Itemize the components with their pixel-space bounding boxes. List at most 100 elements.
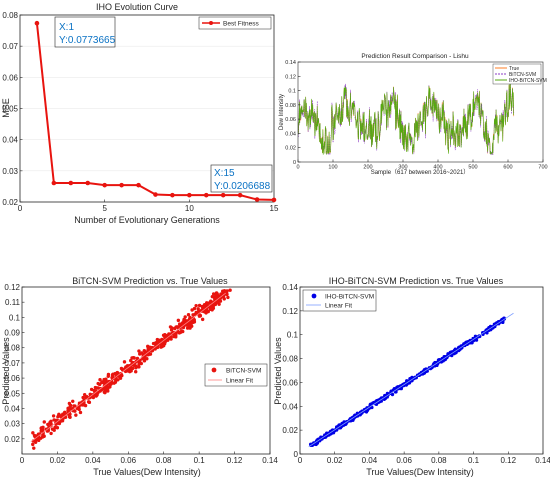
chart1-point	[85, 180, 91, 186]
scatter-point	[176, 329, 180, 334]
chart1-point	[68, 180, 74, 186]
chart2-xtick-label: 200	[363, 165, 372, 171]
scatter-point	[177, 322, 182, 326]
scatter-point	[137, 359, 142, 364]
scatter-point	[81, 395, 85, 400]
scatter-point	[32, 446, 36, 450]
scatter-point	[155, 340, 160, 344]
scatter-point	[106, 374, 110, 379]
chart3-xtick-label: 0.12	[227, 456, 243, 465]
chart3-plot-area	[21, 286, 271, 455]
chart3-xlabel: True Values(Dew Intensity)	[93, 467, 201, 477]
chart4-xtick-label: 0.08	[431, 456, 447, 465]
chart3-xtick-label: 0.06	[120, 456, 136, 465]
scatter-point	[39, 426, 44, 430]
chart3-ytick-label: 0.02	[4, 435, 20, 444]
scatter-point	[31, 431, 35, 435]
scatter-point	[118, 376, 123, 380]
scatter-point	[169, 335, 173, 339]
chart4-ytick-label: 0.1	[287, 331, 299, 340]
scatter-point	[49, 419, 53, 424]
datatip-x: X:15	[214, 168, 235, 179]
scatter-point	[49, 431, 53, 436]
scatter-point	[211, 302, 216, 307]
chart3-legend-swatch-points	[211, 367, 217, 373]
chart2-ytick-label: 0.12	[285, 74, 296, 80]
scatter-point	[501, 320, 505, 325]
chart1-ytick-label: 0.03	[2, 167, 18, 176]
chart1-ylabel: MSE	[1, 98, 11, 118]
scatter-point	[210, 308, 214, 312]
scatter-point	[200, 317, 205, 322]
scatter-point	[435, 363, 439, 368]
chart3-xtick-label: 0.08	[156, 456, 172, 465]
scatter-point	[86, 400, 91, 404]
chart4-ytick-label: 0.08	[282, 355, 298, 364]
chart3-ytick-label: 0.07	[4, 359, 20, 368]
chart4-ytick-label: 0.04	[282, 402, 298, 411]
scatter-point	[169, 328, 174, 332]
chart3-ytick-label: 0.08	[4, 344, 20, 353]
chart1-xtick-label: 15	[270, 204, 279, 213]
scatter-point	[96, 386, 100, 390]
scatter-point	[110, 377, 115, 381]
chart2-title: Prediction Result Comparison - Lishu	[361, 53, 469, 60]
chart4-legend-fit: Linear Fit	[325, 303, 352, 310]
datatip-box	[54, 16, 116, 48]
chart2-legend-box	[492, 63, 542, 85]
chart4-xtick-label: 0.06	[396, 456, 412, 465]
chart2-xlabel: Sample（617 between 2016~2021）	[371, 169, 470, 176]
chart4-ytick-label: 0.14	[282, 283, 298, 292]
scatter-point	[67, 401, 72, 406]
chart1-point	[34, 20, 40, 26]
scatter-point	[52, 418, 56, 422]
chart2-ytick-label: 0.06	[285, 117, 296, 123]
chart2-xtick-label: 300	[398, 165, 407, 171]
chart1-point	[187, 192, 192, 198]
scatter-point	[68, 415, 72, 419]
chart1-point	[220, 192, 226, 198]
chart-iho-bitcn-scatter: IHO-BiTCN-SVM Prediction vs. True Values…	[273, 276, 550, 477]
scatter-point	[42, 420, 46, 424]
scatter-point	[183, 315, 187, 319]
chart3-title: BiTCN-SVM Prediction vs. True Values	[72, 276, 228, 286]
chart4-legend-swatch-points	[311, 293, 317, 299]
chart1-ytick-label: 0.06	[2, 73, 18, 82]
scatter-point	[134, 364, 138, 368]
scatter-point	[192, 306, 197, 311]
chart1-xtick-label: 10	[185, 204, 194, 213]
scatter-point	[139, 361, 144, 366]
scatter-point	[368, 402, 373, 407]
scatter-point	[148, 346, 152, 350]
datatip-x: X:1	[59, 22, 74, 33]
scatter-point	[46, 422, 50, 427]
chart3-ytick-label: 0.05	[4, 389, 20, 398]
scatter-point	[83, 403, 88, 408]
chart4-ytick-label: 0.06	[282, 378, 298, 387]
scatter-point	[141, 355, 145, 359]
chart-prediction-comparison: Prediction Result Comparison - Lishu 0 10…	[279, 53, 548, 176]
chart3-legend-points: BiTCN-SVM	[226, 368, 261, 375]
chart1-legend-box	[198, 16, 272, 30]
scatter-point	[215, 292, 219, 296]
scatter-point	[470, 341, 474, 345]
chart3-legend-fit: Linear Fit	[226, 378, 253, 385]
chart1-point	[102, 182, 107, 188]
chart2-ytick-label: 0.02	[285, 146, 296, 152]
scatter-point	[82, 392, 87, 397]
chart1-legend: Best Fitness	[198, 16, 272, 30]
chart3-ytick-label: 0.1	[9, 313, 21, 322]
scatter-point	[74, 413, 78, 417]
scatter-point	[98, 378, 102, 382]
scatter-point	[216, 300, 220, 304]
scatter-point	[390, 392, 395, 397]
chart1-ytick-label: 0.08	[2, 11, 18, 20]
scatter-point	[137, 349, 141, 353]
chart1-point	[170, 192, 175, 198]
chart3-ytick-label: 0.06	[4, 374, 20, 383]
scatter-point	[71, 408, 75, 413]
chart3-xtick-label: 0	[20, 456, 25, 465]
chart-iho-evolution: IHO Evolution Curve 0 5 10 15 0.02 0.03 0.04 0…	[1, 2, 279, 225]
scatter-point	[56, 421, 60, 425]
chart2-ytick-label: 0.1	[288, 89, 296, 95]
